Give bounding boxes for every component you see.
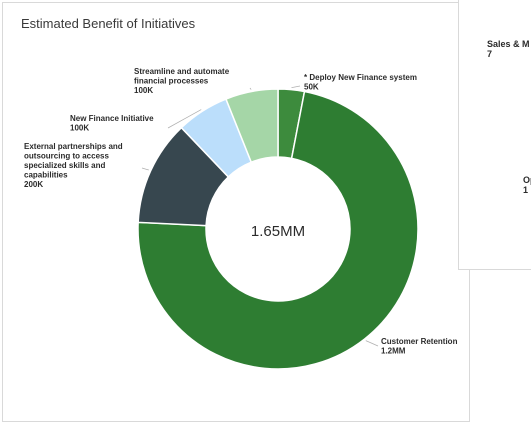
side-label-sales: Sales & M — [487, 39, 530, 49]
leader-line-2 — [141, 167, 149, 171]
side-value-sales: 7 — [487, 49, 493, 59]
donut-slice-1[interactable] — [137, 90, 419, 370]
donut-center-label: 1.65MM — [251, 223, 305, 240]
leader-line-0 — [291, 85, 301, 89]
donut-slice-4[interactable] — [224, 88, 279, 164]
chart-title: Estimated Benefit of Initiatives — [21, 16, 196, 31]
slice-label-2: External partnerships and outsourcing to … — [24, 142, 123, 189]
slice-label-3: New Finance Initiative 100K — [70, 114, 154, 133]
slice-label-1: Customer Retention 1.2MM — [381, 337, 458, 356]
slice-label-4: Streamline and automate financial process… — [134, 67, 230, 95]
side-label-op: Op — [523, 175, 531, 185]
side-card: Sales & M 7 Op 1 — [458, 0, 531, 270]
slice-label-0: * Deploy New Finance system 50K — [304, 73, 417, 92]
donut-chart: * Deploy New Finance system 50K Customer R… — [24, 67, 458, 370]
leader-line-1 — [365, 340, 379, 347]
leader-line-4 — [249, 87, 252, 90]
leader-line-3 — [167, 109, 202, 129]
side-value-op: 1 — [523, 185, 529, 195]
